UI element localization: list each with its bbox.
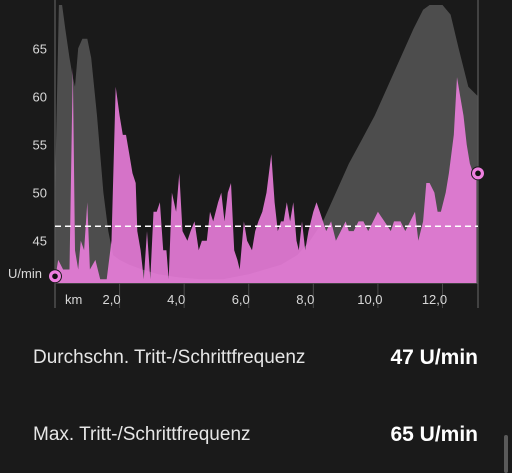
y-tick-label: 50 bbox=[33, 186, 47, 201]
x-axis-ticks: 2,0 4,0 6,0 8,0 10,0 12,0 bbox=[103, 292, 448, 307]
cadence-chart: 45 50 55 60 65 2,0 4,0 6,0 8,0 10,0 12,0 U/min km bbox=[8, 0, 485, 308]
scrollbar[interactable] bbox=[504, 435, 508, 473]
x-tick-label: 10,0 bbox=[357, 292, 382, 307]
y-tick-label: 65 bbox=[33, 41, 47, 56]
chart-markers[interactable] bbox=[48, 166, 485, 284]
max-cadence-value: 65 U/min bbox=[390, 423, 478, 446]
x-tick-label: 6,0 bbox=[232, 292, 250, 307]
y-tick-label: 55 bbox=[33, 137, 47, 152]
x-tick-label: 12,0 bbox=[422, 292, 447, 307]
average-cadence-label: Durchschn. Tritt-/Schrittfrequenz bbox=[33, 347, 306, 368]
background-profile-area bbox=[55, 5, 478, 283]
average-cadence-value: 47 U/min bbox=[390, 346, 478, 369]
x-tick-label: 4,0 bbox=[167, 292, 185, 307]
end-point-marker[interactable] bbox=[471, 166, 485, 181]
max-cadence-label: Max. Tritt-/Schrittfrequenz bbox=[33, 424, 251, 445]
max-cadence-row: Max. Tritt-/Schrittfrequenz 65 U/min bbox=[33, 423, 478, 447]
x-tick-label: 8,0 bbox=[296, 292, 314, 307]
y-axis-unit-label: U/min bbox=[8, 266, 42, 281]
y-axis-ticks: 45 50 55 60 65 bbox=[33, 41, 47, 248]
cadence-area bbox=[55, 67, 477, 283]
x-axis-unit-label: km bbox=[65, 292, 82, 307]
start-point-marker[interactable] bbox=[48, 269, 62, 284]
y-tick-label: 60 bbox=[33, 89, 47, 104]
x-tick-label: 2,0 bbox=[103, 292, 121, 307]
y-tick-label: 45 bbox=[33, 234, 47, 249]
average-cadence-row: Durchschn. Tritt-/Schrittfrequenz 47 U/m… bbox=[33, 346, 478, 370]
